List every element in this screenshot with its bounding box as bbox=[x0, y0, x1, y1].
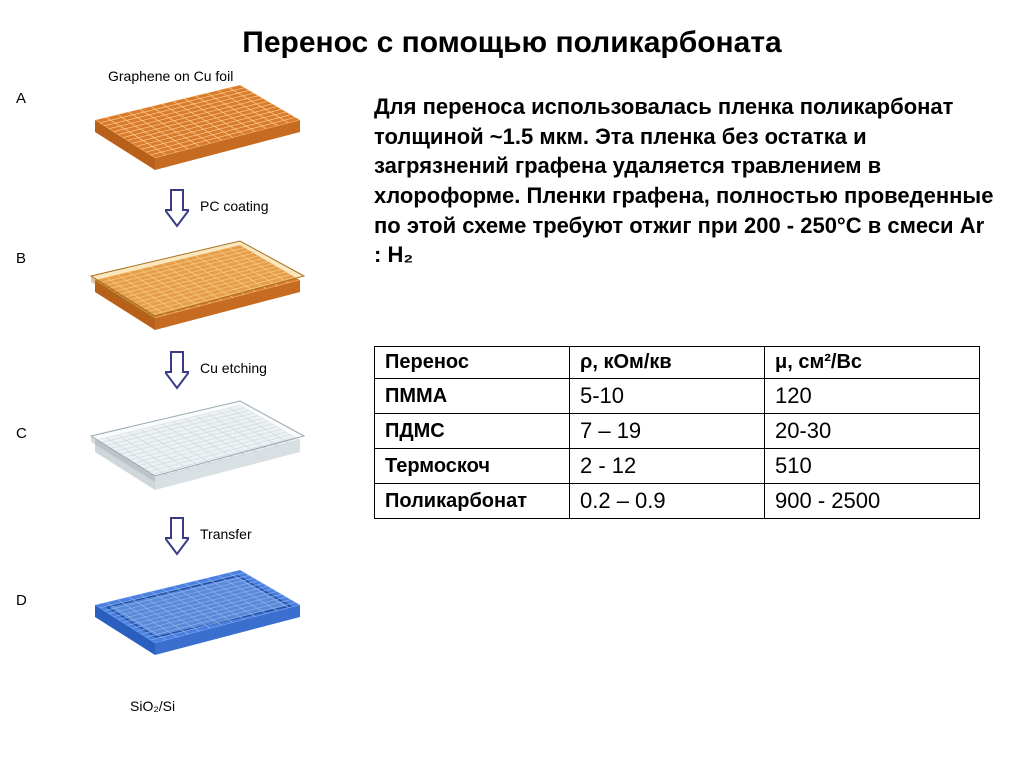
table-cell: 2 - 12 bbox=[570, 449, 765, 484]
process-diagram: A B C D Graphene on bbox=[10, 70, 360, 760]
label-graphene-on-cu: Graphene on Cu foil bbox=[108, 68, 233, 84]
table-row: ПММА5-10120 bbox=[375, 379, 980, 414]
arrow-0 bbox=[165, 188, 189, 228]
slab-step-C bbox=[75, 400, 310, 515]
page-title: Перенос с помощью поликарбоната bbox=[0, 26, 1024, 60]
table-cell: ПДМС bbox=[375, 414, 570, 449]
label-substrate: SiO₂/Si bbox=[130, 698, 175, 714]
table-cell: 0.2 – 0.9 bbox=[570, 484, 765, 519]
description-text: Для переноса использовалась пленка полик… bbox=[374, 92, 994, 270]
table-cell: Термоскоч bbox=[375, 449, 570, 484]
table-row: ПДМС7 – 1920-30 bbox=[375, 414, 980, 449]
table-cell: 900 - 2500 bbox=[765, 484, 980, 519]
properties-table: Переносρ, кОм/квμ, см²/ВсПММА5-10120ПДМС… bbox=[374, 346, 980, 519]
step-letter-B: B bbox=[16, 250, 26, 267]
table-header-1: ρ, кОм/кв bbox=[570, 347, 765, 379]
table-cell: 5-10 bbox=[570, 379, 765, 414]
table-cell: 20-30 bbox=[765, 414, 980, 449]
step-letter-C: C bbox=[16, 425, 27, 442]
table-row: Термоскоч2 - 12510 bbox=[375, 449, 980, 484]
table-cell: ПММА bbox=[375, 379, 570, 414]
table-row: Поликарбонат0.2 – 0.9900 - 2500 bbox=[375, 484, 980, 519]
arrow-2 bbox=[165, 516, 189, 556]
arrow-label-1: Cu etching bbox=[200, 360, 267, 376]
arrow-label-0: PC coating bbox=[200, 198, 268, 214]
step-letter-A: A bbox=[16, 90, 26, 107]
arrow-label-2: Transfer bbox=[200, 526, 252, 542]
slab-step-D bbox=[75, 565, 310, 680]
table-cell: Поликарбонат bbox=[375, 484, 570, 519]
slab-step-A bbox=[75, 80, 310, 195]
arrow-1 bbox=[165, 350, 189, 390]
table-header-2: μ, см²/Вс bbox=[765, 347, 980, 379]
table-header-0: Перенос bbox=[375, 347, 570, 379]
table-cell: 120 bbox=[765, 379, 980, 414]
table-cell: 7 – 19 bbox=[570, 414, 765, 449]
step-letter-D: D bbox=[16, 592, 27, 609]
table-cell: 510 bbox=[765, 449, 980, 484]
slab-step-B bbox=[75, 240, 310, 355]
